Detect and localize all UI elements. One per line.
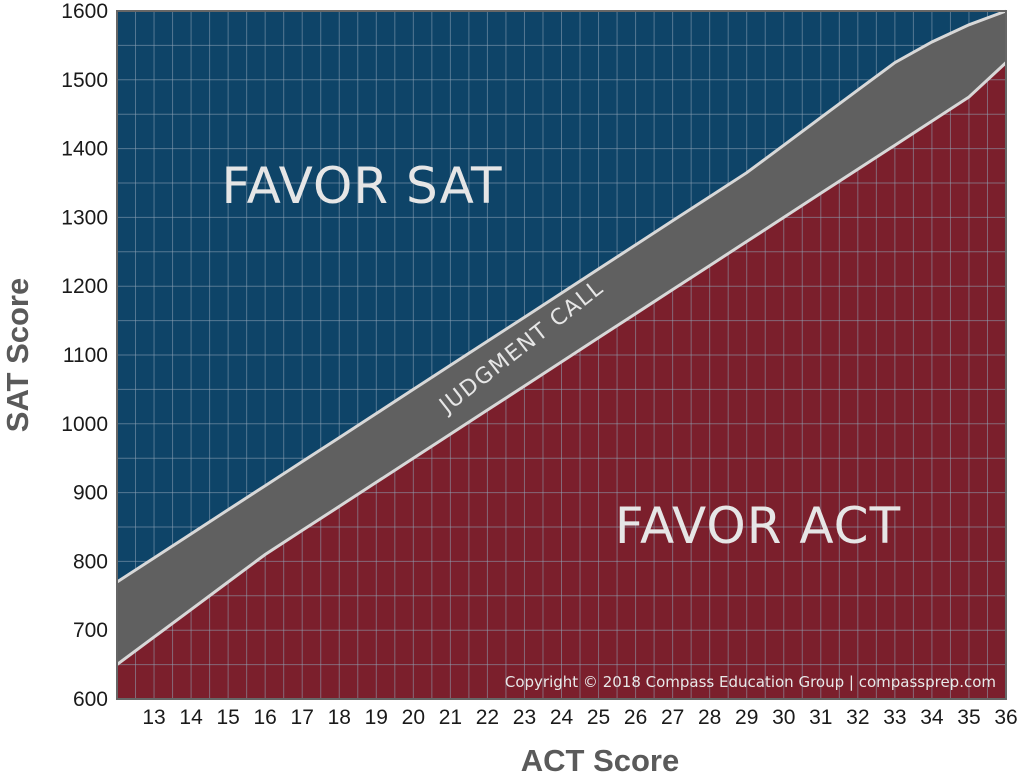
judgment-call-band <box>117 11 1006 665</box>
x-tick-label: 16 <box>253 706 276 729</box>
plot-frame <box>116 10 1007 700</box>
y-tick-label: 1600 <box>61 0 108 23</box>
x-tick-label: 20 <box>402 706 425 729</box>
x-tick-label: 36 <box>994 706 1017 729</box>
x-tick-label: 15 <box>216 706 239 729</box>
favor-act-label: FAVOR ACT <box>615 497 901 555</box>
favor-sat-label: FAVOR SAT <box>221 157 502 215</box>
x-tick-label: 30 <box>772 706 795 729</box>
x-tick-label: 32 <box>846 706 869 729</box>
y-tick-label: 1200 <box>61 275 108 298</box>
x-axis-ticks: 13 14 15 16 17 18 19 20 21 22 23 24 25 26 27 28 29 30 31 32… <box>142 706 1017 729</box>
y-tick-label: 1400 <box>61 138 108 161</box>
x-tick-label: 24 <box>550 706 574 729</box>
judgment-band <box>116 9 1008 666</box>
x-tick-label: 35 <box>957 706 980 729</box>
x-tick-label: 25 <box>587 706 610 729</box>
band-upper-edge <box>116 9 1007 584</box>
x-tick-label: 14 <box>179 706 203 729</box>
band-lower-edge <box>116 61 1008 666</box>
x-tick-label: 33 <box>883 706 906 729</box>
x-tick-label: 19 <box>365 706 388 729</box>
y-axis-title: SAT Score <box>0 278 35 432</box>
y-tick-label: 800 <box>73 550 108 573</box>
y-tick-label: 1300 <box>61 206 108 229</box>
x-tick-label: 31 <box>809 706 832 729</box>
x-tick-label: 34 <box>920 706 944 729</box>
x-tick-label: 23 <box>513 706 536 729</box>
x-axis-title: ACT Score <box>521 743 679 778</box>
y-tick-label: 900 <box>73 482 108 505</box>
y-tick-label: 700 <box>73 619 108 642</box>
y-tick-label: 1000 <box>61 413 108 436</box>
y-tick-label: 600 <box>73 688 108 711</box>
y-axis-ticks: 600 700 800 900 1000 1100 1200 1300 1400 1500 1600 <box>61 0 108 711</box>
x-tick-label: 28 <box>698 706 721 729</box>
x-tick-label: 21 <box>439 706 462 729</box>
x-tick-label: 27 <box>661 706 684 729</box>
x-tick-label: 18 <box>328 706 351 729</box>
y-tick-label: 1100 <box>63 344 108 367</box>
y-tick-label: 1500 <box>61 69 108 92</box>
copyright-notice: Copyright © 2018 Compass Education Group… <box>505 673 996 691</box>
x-tick-label: 29 <box>735 706 758 729</box>
x-tick-label: 26 <box>624 706 647 729</box>
x-tick-label: 13 <box>142 706 165 729</box>
x-tick-label: 22 <box>476 706 499 729</box>
x-tick-label: 17 <box>291 706 314 729</box>
